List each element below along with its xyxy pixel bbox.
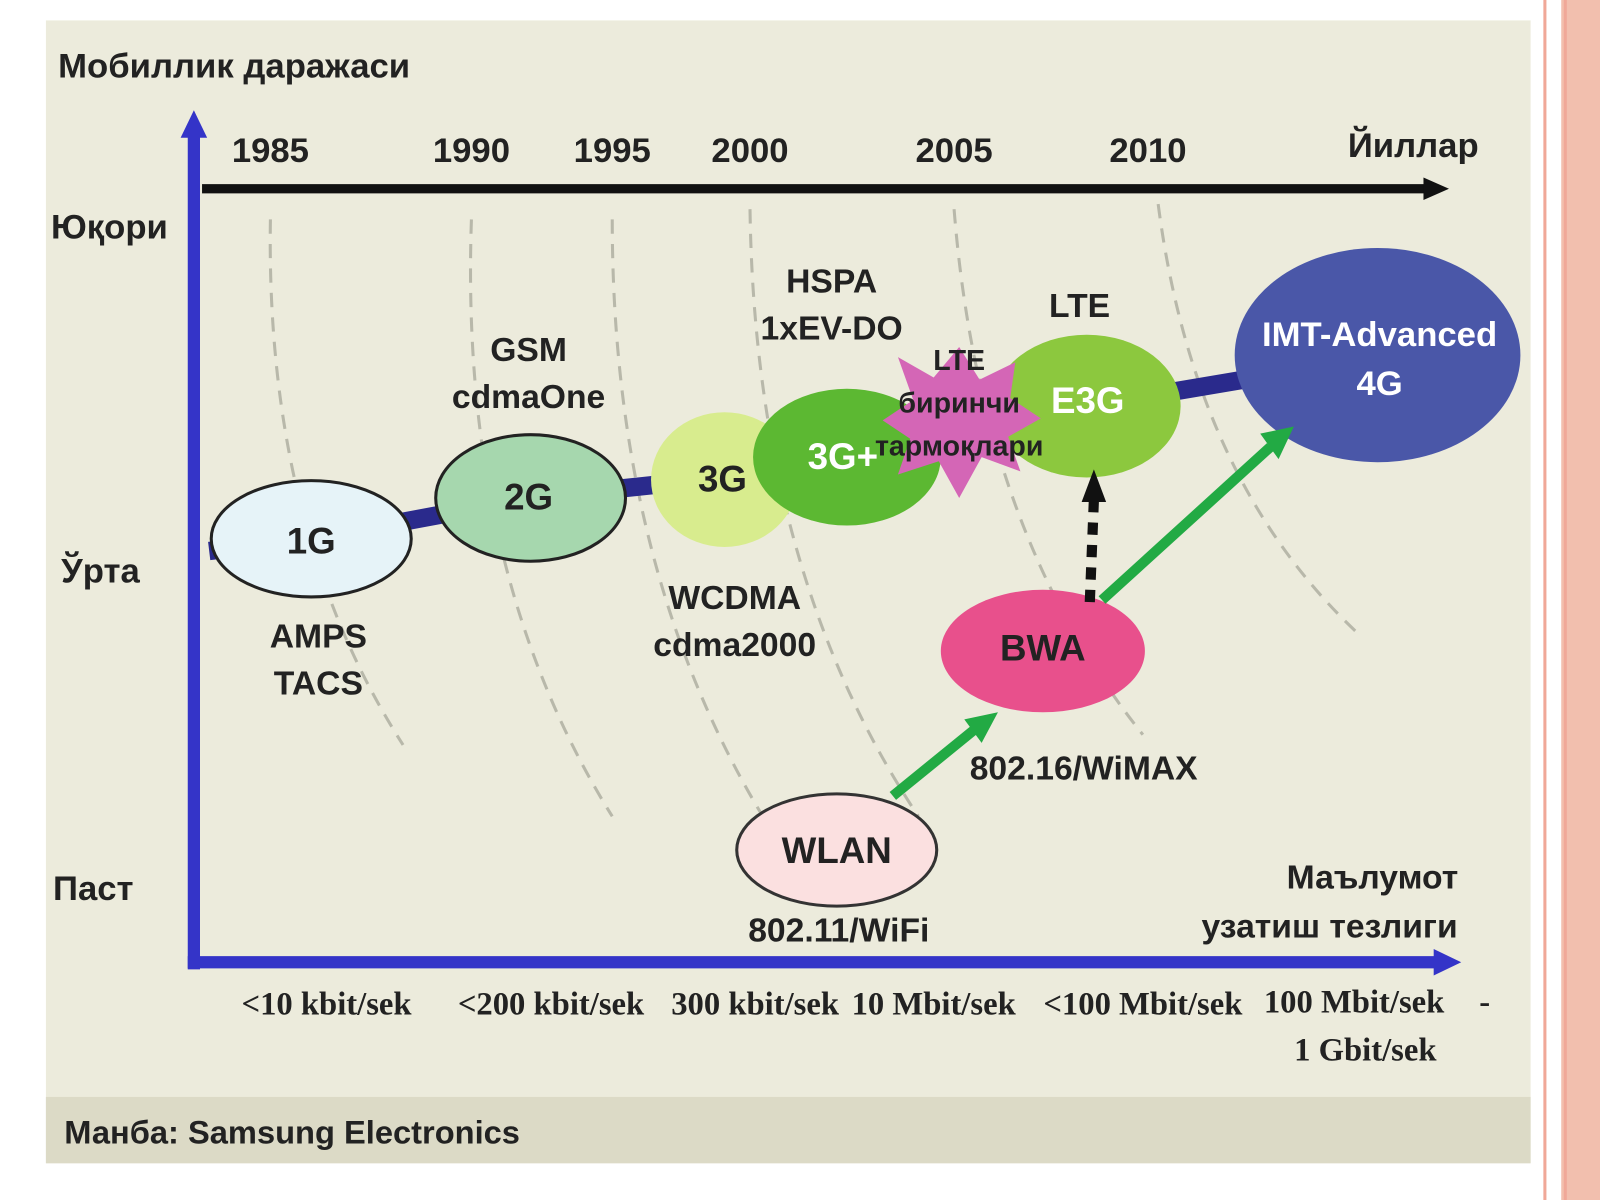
annotation: AMPS: [270, 619, 367, 656]
annotation: GSM: [490, 332, 567, 369]
node-label: биринчи: [898, 388, 1020, 420]
source: Манба: Samsung Electronics: [64, 1113, 520, 1150]
node-label: 2G: [504, 477, 553, 518]
years-title: Йиллар: [1348, 125, 1479, 165]
x-axis-arrow: [1433, 948, 1462, 976]
arrow-bwa-imt: [1098, 443, 1274, 604]
arrow-head: [964, 712, 998, 743]
side-stripe: [1561, 0, 1600, 1200]
level-label: Ўрта: [60, 550, 140, 591]
speed-label: <10 kbit/sek: [241, 987, 412, 1023]
node-label: E3G: [1051, 380, 1124, 421]
level-label: Паст: [53, 870, 134, 908]
level-label: Юқори: [51, 209, 168, 247]
x-axis-title: узатиш тезлиги: [1202, 908, 1458, 945]
year-label: 1990: [433, 132, 510, 170]
node-label: IMT-Advanced: [1262, 316, 1497, 354]
node-imt: [1234, 247, 1521, 463]
annotation: TACS: [274, 666, 363, 703]
year-label: 2000: [711, 132, 788, 170]
annotation: HSPA: [786, 264, 877, 301]
y-axis-title: Мобиллик даражаси: [58, 48, 410, 86]
node-lte-burst: [882, 346, 1041, 498]
node-wlan: [735, 792, 939, 908]
node-label: тармоқлари: [875, 431, 1043, 463]
annotation: LTE: [1049, 288, 1110, 325]
years-axis-arrow: [1423, 177, 1449, 200]
year-label: 2005: [915, 132, 992, 170]
arrow-bwa-e3g: [1084, 499, 1099, 603]
speed-label: <200 kbit/sek: [458, 987, 645, 1023]
speed-label: <100 Mbit/sek: [1043, 987, 1243, 1023]
node-label: 4G: [1356, 365, 1402, 403]
y-axis-arrow: [180, 110, 208, 138]
node-e3g: [992, 334, 1181, 478]
annotation: cdma2000: [653, 627, 816, 664]
arrow-head: [1081, 469, 1107, 503]
year-label: 1985: [232, 132, 309, 170]
node-label: 3G: [698, 458, 747, 499]
node-label: 1G: [287, 521, 336, 562]
node-label: LTE: [933, 345, 985, 377]
dynamic-layer: 1985 1990 1995 2000 2005 2010 Юқори Ўрта Паст Маъ…: [51, 132, 1497, 1068]
speed-label: 1 Gbit/sek: [1294, 1033, 1437, 1069]
year-label: 1995: [574, 132, 651, 170]
year-label: 2010: [1109, 132, 1186, 170]
annotation: cdmaOne: [452, 379, 605, 416]
node-1g: [209, 479, 413, 599]
node-label: BWA: [1000, 628, 1086, 669]
node-2g: [434, 433, 628, 563]
speed-label: -: [1479, 985, 1490, 1021]
annotation: WCDMA: [668, 580, 801, 617]
speed-label: 10 Mbit/sek: [852, 987, 1017, 1023]
annotation: 802.16/WiMAX: [970, 750, 1198, 787]
arrow-head: [1260, 426, 1294, 460]
x-axis-title: Маълумот: [1287, 859, 1459, 896]
speed-label: 300 kbit/sek: [671, 987, 840, 1023]
node-bwa: [940, 589, 1145, 713]
node-label: WLAN: [782, 830, 892, 871]
footer: [45, 1096, 1531, 1164]
node-label: 3G+: [808, 436, 878, 477]
annotation: 1xEV-DO: [761, 311, 903, 348]
annotation: 802.11/WiFi: [748, 913, 929, 950]
arrow-wlan-bwa: [889, 725, 978, 800]
speed-label: 100 Mbit/sek: [1264, 985, 1445, 1021]
